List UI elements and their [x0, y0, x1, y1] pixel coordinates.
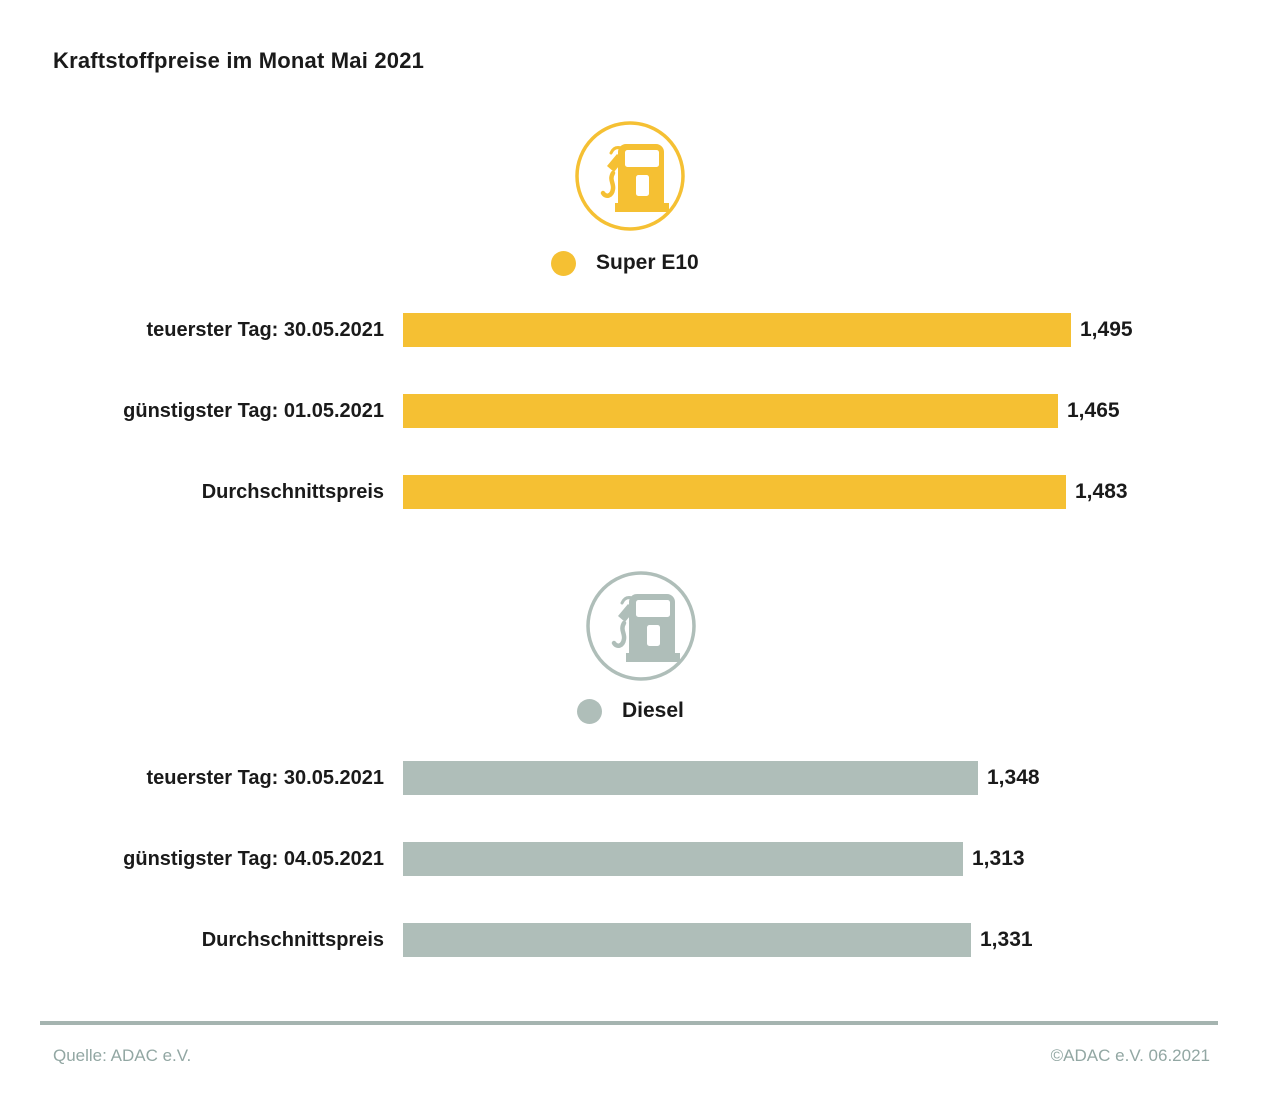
page-title: Kraftstoffpreise im Monat Mai 2021: [53, 48, 425, 73]
source-credit: Quelle: ADAC e.V.: [53, 1046, 192, 1065]
fuel-pump-icon: [575, 121, 685, 231]
bar-label: Durchschnittspreis: [201, 928, 384, 951]
bar-value: 1,313: [972, 847, 1025, 870]
bar-value: 1,348: [987, 766, 1040, 789]
bar-label: teuerster Tag: 30.05.2021: [146, 766, 384, 789]
fuel-pump-icon-diesel: [584, 569, 698, 683]
legend-label-diesel: Diesel: [622, 699, 684, 722]
bar-super-min: [403, 394, 1058, 428]
footer-divider: [40, 1021, 1218, 1025]
bar-row-super-min: günstigster Tag: 01.05.2021 1,465: [0, 394, 1280, 428]
bar-row-diesel-max: teuerster Tag: 30.05.2021 1,348: [0, 761, 1280, 795]
copyright-notice: ©ADAC e.V. 06.2021: [1050, 1046, 1210, 1065]
bar-label: günstigster Tag: 01.05.2021: [123, 399, 384, 422]
bar-diesel-avg: [403, 923, 971, 957]
bar-value: 1,483: [1075, 480, 1128, 503]
fuel-pump-icon: [586, 571, 696, 681]
bar-super-avg: [403, 475, 1066, 509]
bar-diesel-min: [403, 842, 963, 876]
fuel-pump-icon-super: [573, 119, 687, 233]
legend-super-e10: Super E10: [551, 249, 699, 277]
bar-row-diesel-min: günstigster Tag: 04.05.2021 1,313: [0, 842, 1280, 876]
bar-row-super-max: teuerster Tag: 30.05.2021 1,495: [0, 313, 1280, 347]
bar-label: teuerster Tag: 30.05.2021: [146, 318, 384, 341]
bar-row-diesel-avg: Durchschnittspreis 1,331: [0, 923, 1280, 957]
bar-row-super-avg: Durchschnittspreis 1,483: [0, 475, 1280, 509]
legend-dot-diesel: [577, 698, 602, 724]
bar-label: Durchschnittspreis: [201, 480, 384, 503]
bar-value: 1,495: [1080, 318, 1133, 341]
bar-label: günstigster Tag: 04.05.2021: [123, 847, 384, 870]
bar-super-max: [403, 313, 1071, 347]
bar-diesel-max: [403, 761, 978, 795]
bar-value: 1,465: [1067, 399, 1120, 422]
legend-label-super-e10: Super E10: [596, 251, 699, 274]
bar-value: 1,331: [980, 928, 1033, 951]
legend-dot-super-e10: [551, 250, 576, 276]
legend-diesel: Diesel: [577, 697, 684, 725]
